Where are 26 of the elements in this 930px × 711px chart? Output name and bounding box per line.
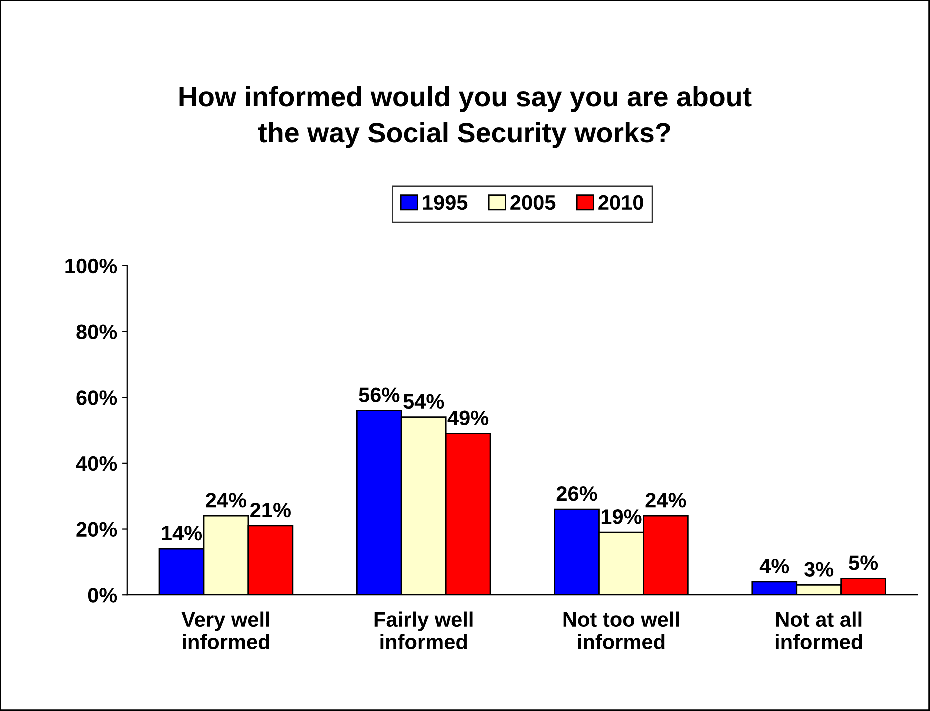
- data-label: 19%: [602, 510, 642, 524]
- y-tick-label: 0%: [88, 588, 118, 603]
- data-label: 4%: [760, 558, 790, 574]
- x-tick-label: Fairly well informed: [374, 612, 473, 650]
- data-label: 26%: [556, 486, 598, 502]
- legend-label: 2010: [598, 195, 644, 210]
- x-tick-label: Not at all informed: [776, 612, 862, 650]
- data-label: 54%: [404, 394, 444, 410]
- x-tick-label: Very well informed: [182, 612, 270, 650]
- data-label: 49%: [448, 410, 489, 426]
- y-tick-label: 60%: [76, 390, 118, 406]
- legend-label: 1995: [423, 195, 468, 210]
- chart-title: How informed would you say you are about the way Social Security works?: [180, 86, 752, 148]
- data-label: 21%: [250, 502, 291, 518]
- data-label: 3%: [804, 562, 834, 577]
- data-label: 56%: [359, 388, 400, 402]
- legend-label: 2005: [510, 195, 556, 210]
- data-label: 24%: [646, 493, 686, 508]
- data-label: 24%: [206, 493, 247, 508]
- y-tick-label: 40%: [76, 456, 118, 472]
- x-tick-label: Not too well informed: [564, 612, 680, 650]
- data-label: 14%: [162, 526, 202, 541]
- y-tick-label: 80%: [76, 324, 118, 340]
- y-tick-label: 100%: [66, 258, 118, 274]
- y-tick-label: 20%: [76, 522, 118, 538]
- data-label: 5%: [849, 556, 878, 570]
